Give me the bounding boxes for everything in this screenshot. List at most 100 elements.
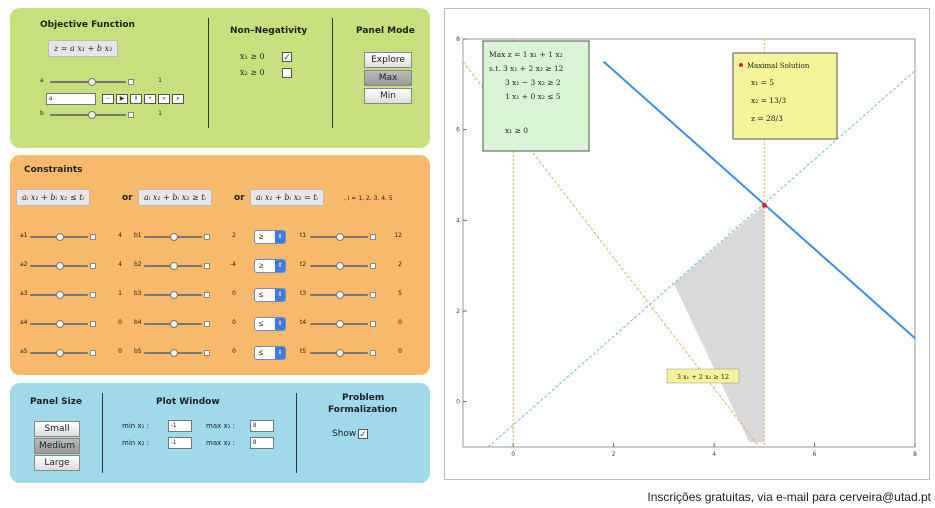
mode-min-button[interactable]: Min bbox=[364, 88, 412, 104]
constraint-op-select-3[interactable]: ≤ ⇕ bbox=[254, 288, 286, 302]
slider-a[interactable]: a 1 bbox=[40, 77, 162, 86]
ctrl-btn-4[interactable]: « bbox=[158, 94, 170, 104]
size-small-button[interactable]: Small bbox=[34, 421, 80, 437]
plot-area: 0 2 4 6 8 0 2 4 6 8 Max z = 1 x₁ + 1 x₂ s.t. 3 x₁ +… bbox=[444, 8, 930, 480]
slider-label: b1 bbox=[134, 232, 142, 239]
slider-value: 2 bbox=[398, 261, 402, 268]
solution-value: x₁ = 5 bbox=[751, 78, 774, 87]
constraint-op-select-5[interactable]: ≤ ⇕ bbox=[254, 346, 286, 360]
chevron-down-icon: ⇕ bbox=[275, 231, 285, 243]
objective-panel: Objective Function z = a x₁ + b x₂ a 1 a… bbox=[10, 8, 430, 148]
x-tick-label: 8 bbox=[913, 451, 917, 458]
constraint-op-select-4[interactable]: ≤ ⇕ bbox=[254, 317, 286, 331]
size-medium-button[interactable]: Medium bbox=[34, 438, 80, 454]
separator bbox=[296, 393, 297, 473]
slider-label: b5 bbox=[134, 348, 142, 355]
slider-label: a1 bbox=[20, 232, 28, 239]
constraint-slider-b5[interactable]: b5 0 bbox=[134, 348, 236, 357]
size-large-button[interactable]: Large bbox=[34, 455, 80, 471]
mode-title: Panel Mode bbox=[356, 26, 415, 36]
solution-title: Maximal Solution bbox=[747, 62, 810, 70]
slider-label: a4 bbox=[20, 319, 28, 326]
slider-value: 0 bbox=[398, 348, 402, 355]
objective-title: Objective Function bbox=[40, 20, 135, 30]
constraint-slider-t3[interactable]: t3 5 bbox=[300, 290, 402, 299]
slider-value: 0 bbox=[232, 290, 236, 297]
plot-svg: 0 2 4 6 8 0 2 4 6 8 Max z = 1 x₁ + 1 x₂ s.t. 3 x₁ +… bbox=[456, 36, 917, 458]
slider-b[interactable]: b 1 bbox=[40, 110, 162, 119]
constraint-slider-t5[interactable]: t5 0 bbox=[300, 348, 402, 357]
slider-value: 0 bbox=[118, 319, 122, 326]
min-x2-field[interactable]: -1 bbox=[168, 437, 192, 449]
formalization-line: s.t. 3 x₁ + 2 x₂ ≥ 12 bbox=[489, 64, 564, 73]
ctrl-btn-0[interactable]: – bbox=[102, 94, 114, 104]
separator bbox=[332, 18, 333, 128]
optimal-point bbox=[761, 202, 767, 208]
panel-size-title: Panel Size bbox=[30, 397, 83, 407]
solution-dot bbox=[739, 63, 743, 67]
constraint-slider-b4[interactable]: b4 0 bbox=[134, 319, 236, 328]
y-tick-label: 2 bbox=[456, 308, 460, 315]
slider-label: a2 bbox=[20, 261, 28, 268]
slider-value: 4 bbox=[118, 261, 122, 268]
constraint-tag: 3 x₁ + 2 x₂ ≥ 12 bbox=[677, 373, 729, 381]
mode-explore-button[interactable]: Explore bbox=[364, 52, 412, 68]
slider-label: t4 bbox=[300, 319, 307, 326]
constraint-slider-b1[interactable]: b1 2 bbox=[134, 232, 236, 241]
slider-label: b3 bbox=[134, 290, 142, 297]
template-ge: aᵢ x₁ + bᵢ x₂ ≥ tᵢ bbox=[138, 189, 213, 206]
show-checkbox[interactable]: ✓ bbox=[358, 429, 368, 439]
constraint-op-select-2[interactable]: ≥ ⇕ bbox=[254, 259, 286, 273]
nonneg-title: Non–Negativity bbox=[230, 26, 308, 36]
ctrl-btn-3[interactable]: + bbox=[144, 94, 156, 104]
slider-value: 5 bbox=[398, 290, 402, 297]
max-x2-field[interactable]: 8 bbox=[250, 437, 274, 449]
animation-controls: – ▶ ‖ + « » bbox=[102, 94, 184, 104]
slider-value: 0 bbox=[232, 348, 236, 355]
max-x1-field[interactable]: 8 bbox=[250, 420, 274, 432]
slider-b-value: 1 bbox=[158, 110, 162, 117]
slider-label: t5 bbox=[300, 348, 307, 355]
nonneg-x2-label: x₂ ≥ 0 bbox=[240, 68, 265, 77]
slider-value: 2 bbox=[232, 232, 236, 239]
constraint-slider-a3[interactable]: a3 1 bbox=[20, 290, 122, 299]
min-x1-field[interactable]: -1 bbox=[168, 420, 192, 432]
slider-label: a3 bbox=[20, 290, 28, 297]
constraint-slider-a5[interactable]: a5 0 bbox=[20, 348, 122, 357]
constraint-slider-t4[interactable]: t4 0 bbox=[300, 319, 402, 328]
chevron-down-icon: ⇕ bbox=[275, 289, 285, 301]
slider-value: 0 bbox=[398, 319, 402, 326]
formalization-box bbox=[482, 40, 590, 152]
ctrl-btn-2[interactable]: ‖ bbox=[130, 94, 142, 104]
constraint-slider-t1[interactable]: t1 12 bbox=[300, 232, 402, 241]
separator bbox=[208, 18, 209, 128]
nonneg-x2-checkbox[interactable] bbox=[282, 68, 292, 78]
solution-value: z = 28/3 bbox=[751, 114, 783, 123]
constraints-panel: Constraints aᵢ x₁ + bᵢ x₂ ≤ tᵢ or aᵢ x₁ … bbox=[10, 155, 430, 375]
solution-box bbox=[732, 52, 838, 140]
mode-max-button[interactable]: Max bbox=[364, 70, 412, 86]
edit-field[interactable]: a bbox=[46, 93, 96, 105]
objective-formula: z = a x₁ + b x₂ bbox=[48, 40, 119, 57]
constraint-slider-t2[interactable]: t2 2 bbox=[300, 261, 402, 270]
constraint-slider-b3[interactable]: b3 0 bbox=[134, 290, 236, 299]
op-value: ≤ bbox=[259, 319, 264, 328]
or-text: or bbox=[234, 193, 245, 203]
constraint-slider-a1[interactable]: a1 4 bbox=[20, 232, 122, 241]
constraint-slider-b2[interactable]: b2 -4 bbox=[134, 261, 236, 270]
constraint-slider-a2[interactable]: a2 4 bbox=[20, 261, 122, 270]
template-le: aᵢ x₁ + bᵢ x₂ ≤ tᵢ bbox=[16, 189, 91, 206]
constraint-tag-box bbox=[666, 368, 740, 384]
constraint-op-select-1[interactable]: ≥ ⇕ bbox=[254, 230, 286, 244]
ctrl-btn-1[interactable]: ▶ bbox=[116, 94, 128, 104]
slider-label: b4 bbox=[134, 319, 142, 326]
slider-value: 12 bbox=[394, 232, 402, 239]
feasible-region bbox=[673, 205, 765, 443]
formalization-line: 1 x₁ + 0 x₂ ≤ 5 bbox=[505, 92, 561, 101]
constraint-slider-a4[interactable]: a4 0 bbox=[20, 319, 122, 328]
slider-value: 0 bbox=[232, 319, 236, 326]
nonneg-x1-checkbox[interactable]: ✓ bbox=[282, 52, 292, 62]
plot-window-title: Plot Window bbox=[156, 397, 220, 407]
y-tick-label: 8 bbox=[456, 36, 460, 43]
ctrl-btn-5[interactable]: » bbox=[172, 94, 184, 104]
